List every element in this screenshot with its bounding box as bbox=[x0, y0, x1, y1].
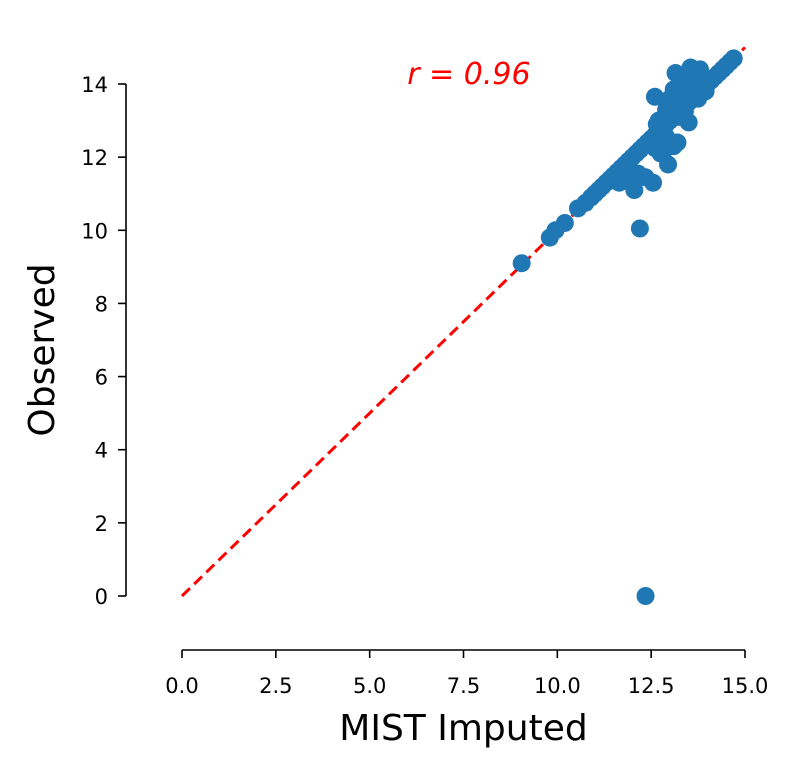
x-tick-label: 7.5 bbox=[447, 674, 480, 698]
data-point bbox=[679, 67, 698, 86]
y-tick-label: 8 bbox=[95, 292, 108, 316]
x-tick-label: 12.5 bbox=[628, 674, 675, 698]
data-point bbox=[724, 49, 743, 68]
data-point bbox=[630, 219, 649, 238]
data-point bbox=[659, 155, 678, 174]
y-tick-label: 12 bbox=[81, 146, 108, 170]
y-tick-label: 6 bbox=[95, 366, 108, 390]
data-point bbox=[644, 173, 663, 192]
data-point bbox=[696, 82, 715, 101]
y-tick-label: 14 bbox=[81, 73, 108, 97]
data-point bbox=[636, 587, 655, 605]
y-tick-label: 2 bbox=[95, 512, 108, 536]
points-group bbox=[512, 49, 743, 605]
x-tick-label: 0.0 bbox=[165, 674, 198, 698]
y-tick-label: 10 bbox=[81, 219, 108, 243]
labels-group: MIST Imputed Observed r = 0.96 bbox=[22, 57, 588, 749]
data-point bbox=[655, 107, 674, 126]
data-point bbox=[555, 213, 574, 232]
y-tick-label: 4 bbox=[95, 439, 108, 463]
data-point bbox=[655, 140, 674, 159]
data-point bbox=[512, 254, 531, 273]
correlation-annotation: r = 0.96 bbox=[407, 57, 530, 92]
x-tick-label: 10.0 bbox=[534, 674, 581, 698]
axes-group: 0.0 2.5 5.0 7.5 10.0 12.5 15.0 0 2 4 6 8 10 12 14 bbox=[81, 73, 768, 698]
x-tick-label: 5.0 bbox=[353, 674, 386, 698]
data-point bbox=[674, 93, 693, 112]
y-tick-label: 0 bbox=[95, 585, 108, 609]
x-tick-label: 2.5 bbox=[259, 674, 292, 698]
data-point bbox=[625, 181, 644, 200]
y-axis-title: Observed bbox=[22, 263, 63, 436]
x-tick-label: 15.0 bbox=[722, 674, 769, 698]
x-axis-title: MIST Imputed bbox=[339, 708, 587, 749]
